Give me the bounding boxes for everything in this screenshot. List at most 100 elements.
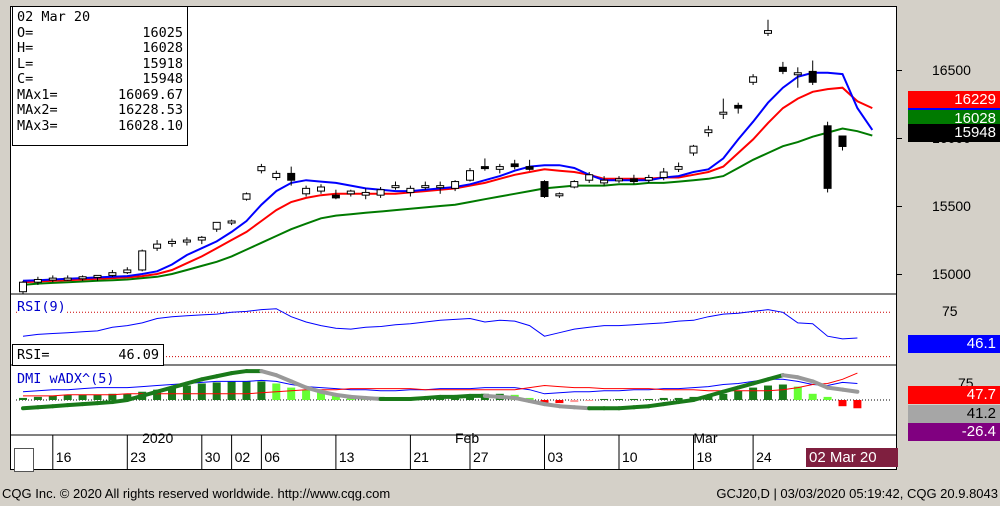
- dmi-adx-segment: [423, 394, 443, 400]
- candle-body: [123, 269, 132, 274]
- candle-body: [689, 145, 698, 154]
- close-price-tag: 15948: [908, 124, 1000, 142]
- candle-body: [838, 135, 847, 147]
- date-tick-label: 03: [547, 449, 564, 465]
- dmi-histogram-bar: [615, 398, 623, 400]
- rsi-value-box: RSI= 46.09: [12, 344, 164, 366]
- candle-body: [361, 191, 370, 196]
- candle-body: [540, 181, 549, 198]
- candle-body: [63, 277, 72, 281]
- dmi-histogram-bar: [823, 396, 832, 400]
- ma3-price-tag: 16028: [908, 110, 1000, 128]
- info-row-label: L=: [17, 55, 34, 72]
- dmi-adx-segment: [617, 405, 636, 411]
- candle-body: [302, 187, 311, 195]
- dmi-histogram-bar: [33, 396, 42, 400]
- dmi-histogram-bar: [287, 387, 296, 400]
- candle-body: [823, 125, 832, 189]
- price-tick-label: 16500: [932, 62, 971, 79]
- dmi-histogram-bar: [585, 400, 594, 402]
- dmi-adx-segment: [706, 389, 726, 398]
- candle-body: [451, 181, 460, 189]
- candle-body: [808, 70, 817, 83]
- candle-body: [436, 185, 445, 189]
- dmi-adx-segment: [140, 389, 160, 398]
- candle-body: [585, 174, 594, 181]
- dmi-adx-segment: [214, 371, 234, 379]
- rsi-value-tag: 46.1: [908, 335, 1000, 353]
- dmi-adx-segment: [155, 385, 174, 394]
- dmi-adx-segment: [497, 394, 517, 400]
- ohlc-info-box: 02 Mar 20 O= 16025 H= 16028 L= 15918 C= 15948 MA…: [12, 6, 188, 146]
- dmi-histogram-bar: [778, 384, 787, 400]
- price-tick-label: 15500: [932, 198, 971, 215]
- dmi-histogram-bar: [302, 389, 311, 400]
- dmi-minus-line: [23, 372, 858, 397]
- info-row-label: O=: [17, 24, 34, 41]
- dmi-histogram-bar: [540, 400, 549, 404]
- info-row: MAx3= 16028.10: [17, 118, 183, 135]
- candle-body: [272, 172, 281, 178]
- info-row: H= 16028: [17, 40, 183, 57]
- info-row-value: 15948: [142, 71, 183, 87]
- info-row-label: MAx2=: [17, 102, 58, 118]
- dmi-adx-segment: [199, 374, 219, 382]
- dmi-histogram-bar: [78, 394, 87, 400]
- date-tick-label: 13: [338, 449, 355, 465]
- dmi-adx-segment: [631, 404, 651, 410]
- dmi-histogram-bar: [331, 393, 340, 400]
- candle-body: [317, 186, 325, 192]
- dmi-adx-segment: [363, 395, 383, 401]
- cursor-date-label: 02 Mar 20: [806, 448, 898, 467]
- dmi-adx-segment: [184, 377, 204, 386]
- scroll-handle[interactable]: [14, 448, 34, 472]
- rsi-pane-title: RSI(9): [17, 299, 66, 315]
- dmi-histogram-bar: [182, 385, 191, 400]
- month-label: 2020: [142, 430, 174, 446]
- dmi-histogram-bar: [808, 393, 817, 400]
- dmi-adx-segment: [542, 402, 562, 409]
- candle-body: [466, 170, 474, 181]
- info-date: 02 Mar 20: [17, 9, 91, 25]
- info-row-label: MAx1=: [17, 86, 58, 103]
- candle-body: [48, 277, 57, 281]
- date-tick-label: 30: [204, 449, 221, 465]
- dmi-histogram-bar: [555, 400, 564, 404]
- candle-body: [778, 66, 787, 72]
- candle-body: [108, 272, 117, 276]
- info-row-label: C=: [17, 71, 34, 87]
- date-tick-label: 21: [413, 449, 429, 465]
- rsi-line: [22, 308, 858, 340]
- info-row: MAx1= 16069.67: [17, 86, 183, 104]
- info-row-label: H=: [17, 40, 34, 56]
- candle-body: [331, 194, 340, 199]
- candle-body: [793, 72, 802, 76]
- dmi-adx-segment: [646, 402, 666, 409]
- dmi-adx-segment: [229, 369, 249, 376]
- info-row-value: 16028: [142, 40, 183, 56]
- dmi-histogram-bar: [749, 387, 758, 400]
- candle-body: [93, 274, 102, 278]
- dmi-adx-segment: [795, 375, 815, 384]
- dmi-adx-tag: 41.2: [908, 405, 1000, 423]
- dmi-histogram-bar: [629, 398, 638, 400]
- info-row-value: 16025: [142, 24, 183, 41]
- dmi-histogram-bar: [108, 393, 117, 400]
- candle-body: [168, 240, 176, 244]
- info-row: MAx2= 16228.53: [17, 102, 183, 119]
- candle-body: [510, 163, 519, 168]
- dmi-adx-segment: [170, 381, 189, 390]
- price-tick-mark: [896, 138, 902, 140]
- info-row: L= 15918: [17, 55, 183, 73]
- dmi-adx-segment: [21, 405, 40, 411]
- candle-body: [659, 171, 668, 178]
- dmi-adx-segment: [319, 389, 338, 397]
- dmi-histogram-bar: [570, 400, 579, 403]
- dmi-histogram-bar: [153, 389, 162, 400]
- dmi-histogram-bar: [63, 394, 72, 400]
- dmi-adx-segment: [304, 385, 323, 394]
- info-row-value: 16069.67: [117, 86, 183, 103]
- dmi-adx-segment: [572, 405, 592, 411]
- dmi-histogram-bar: [257, 381, 266, 400]
- dmi-adx-segment: [676, 398, 696, 405]
